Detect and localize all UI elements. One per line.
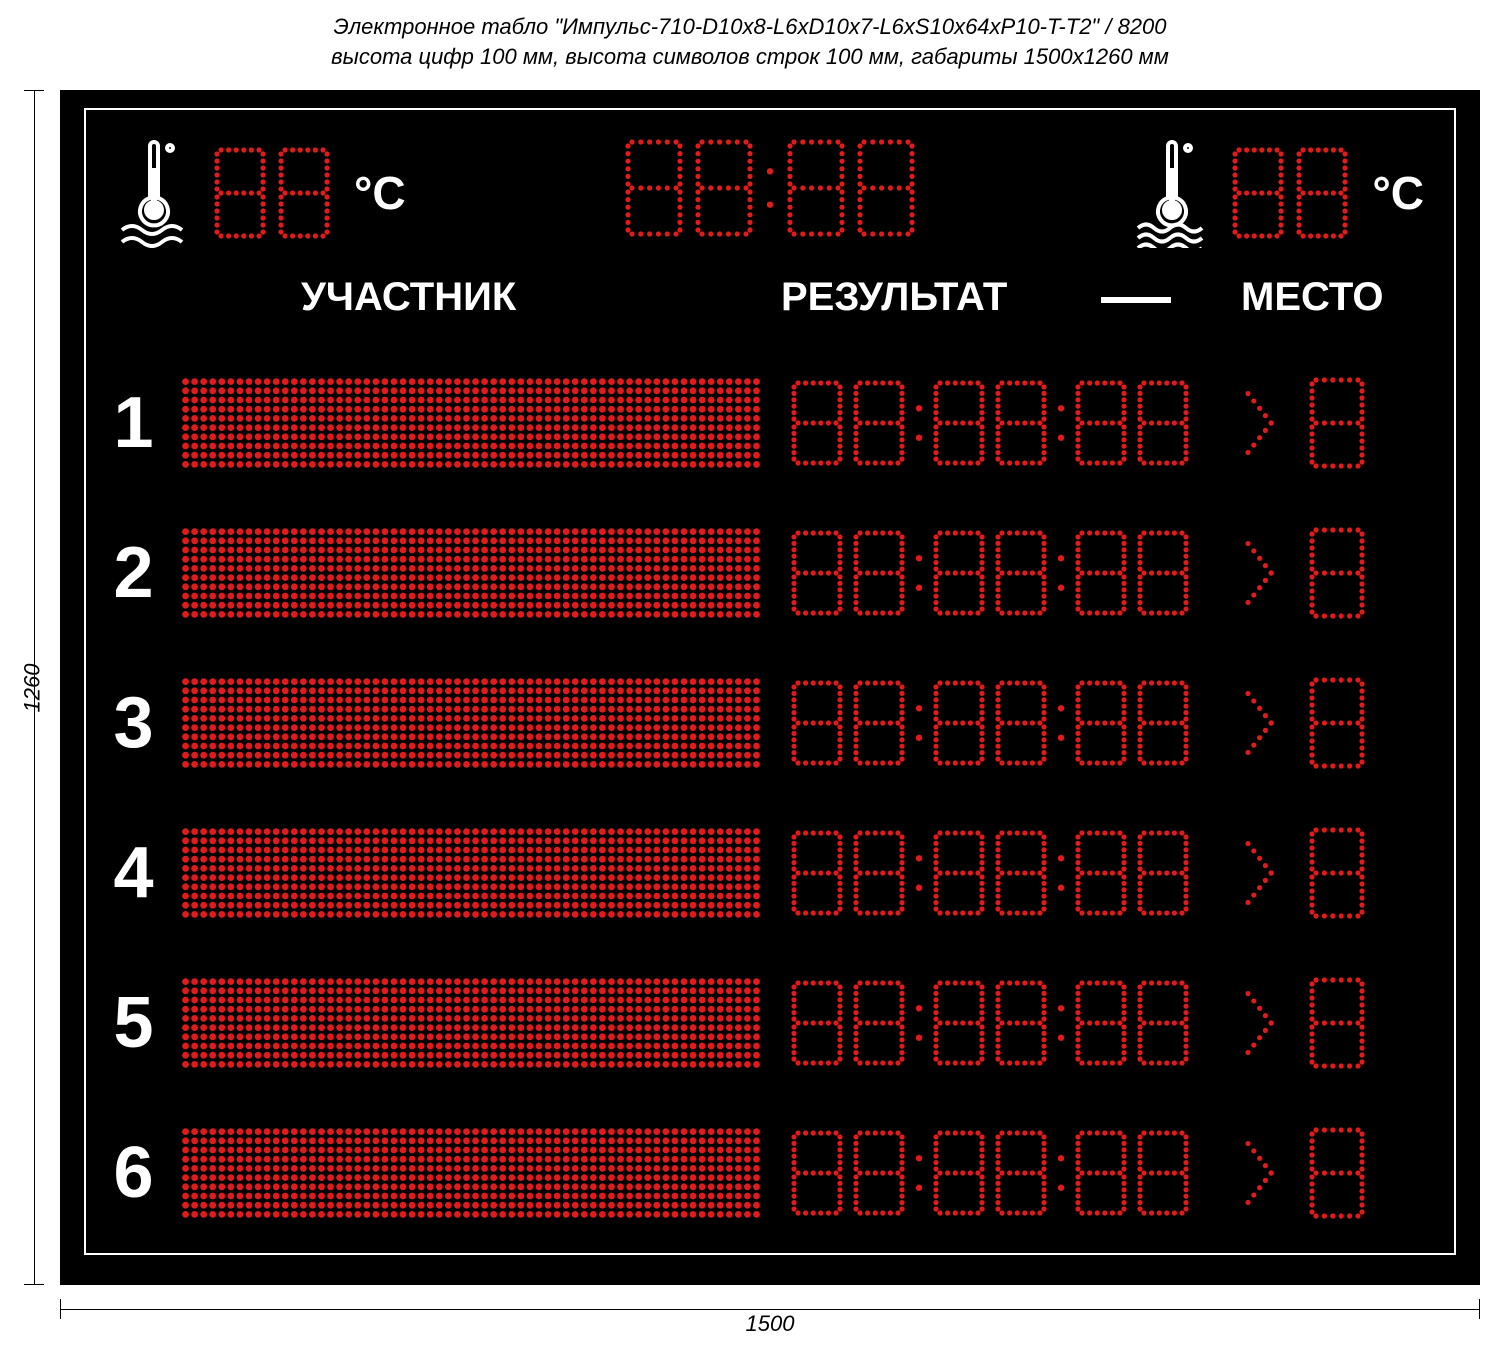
result-display [786, 1127, 1194, 1219]
dimension-vertical: 1260 [20, 90, 50, 1285]
caption-line-1: Электронное табло "Импульс-710-D10x8-L6x… [0, 12, 1500, 42]
water-temp-digits [1226, 144, 1354, 242]
participant-matrix [181, 827, 761, 919]
water-temp-icon [1134, 138, 1214, 248]
lane-row: 5 [86, 948, 1454, 1098]
chevron-right-icon [1218, 827, 1292, 919]
participant-matrix [181, 1127, 761, 1219]
air-temp-icon [116, 138, 196, 248]
dim-width-label: 1500 [746, 1311, 795, 1337]
scoreboard-frame: °C [84, 108, 1456, 1255]
result-display [786, 977, 1194, 1069]
clock-block [619, 136, 921, 240]
lane-row: 1 [86, 348, 1454, 498]
lane-number: 5 [86, 982, 181, 1064]
result-display [786, 677, 1194, 769]
water-temp-unit: °C [1372, 166, 1424, 220]
lane-number: 2 [86, 532, 181, 614]
participant-matrix [181, 677, 761, 769]
chevron-right-icon [1218, 527, 1292, 619]
place-display [1306, 974, 1368, 1072]
lane-number: 3 [86, 682, 181, 764]
header-place: МЕСТО [1241, 275, 1383, 320]
lane-row: 6 [86, 1098, 1454, 1248]
lane-number: 1 [86, 382, 181, 464]
water-temp-block: °C [1134, 138, 1424, 248]
rows-container: 1 2 3 4 5 6 [86, 340, 1454, 1233]
top-row: °C [86, 130, 1454, 260]
result-display [786, 377, 1194, 469]
place-display [1306, 524, 1368, 622]
header-dash [1101, 297, 1171, 303]
place-display [1306, 674, 1368, 772]
dimension-horizontal: 1500 [60, 1295, 1480, 1325]
result-display [786, 827, 1194, 919]
chevron-right-icon [1218, 977, 1292, 1069]
lane-row: 3 [86, 648, 1454, 798]
lane-number: 6 [86, 1132, 181, 1214]
result-display [786, 527, 1194, 619]
participant-matrix [181, 977, 761, 1069]
chevron-right-icon [1218, 377, 1292, 469]
air-temp-digits [208, 144, 336, 242]
chevron-right-icon [1218, 677, 1292, 769]
header-participant: УЧАСТНИК [301, 275, 516, 320]
dim-height-label: 1260 [19, 663, 45, 712]
header-result: РЕЗУЛЬТАТ [781, 275, 1007, 320]
column-headers: УЧАСТНИК РЕЗУЛЬТАТ МЕСТО [86, 275, 1454, 325]
place-display [1306, 1124, 1368, 1222]
participant-matrix [181, 527, 761, 619]
diagram-area: 1260 1500 [0, 80, 1500, 1360]
place-display [1306, 824, 1368, 922]
place-display [1306, 374, 1368, 472]
lane-row: 2 [86, 498, 1454, 648]
lane-number: 4 [86, 832, 181, 914]
caption-line-2: высота цифр 100 мм, высота символов стро… [0, 42, 1500, 72]
lane-row: 4 [86, 798, 1454, 948]
scoreboard: °C [60, 90, 1480, 1285]
air-temp-unit: °C [354, 166, 406, 220]
chevron-right-icon [1218, 1127, 1292, 1219]
air-temp-block: °C [116, 138, 406, 248]
participant-matrix [181, 377, 761, 469]
